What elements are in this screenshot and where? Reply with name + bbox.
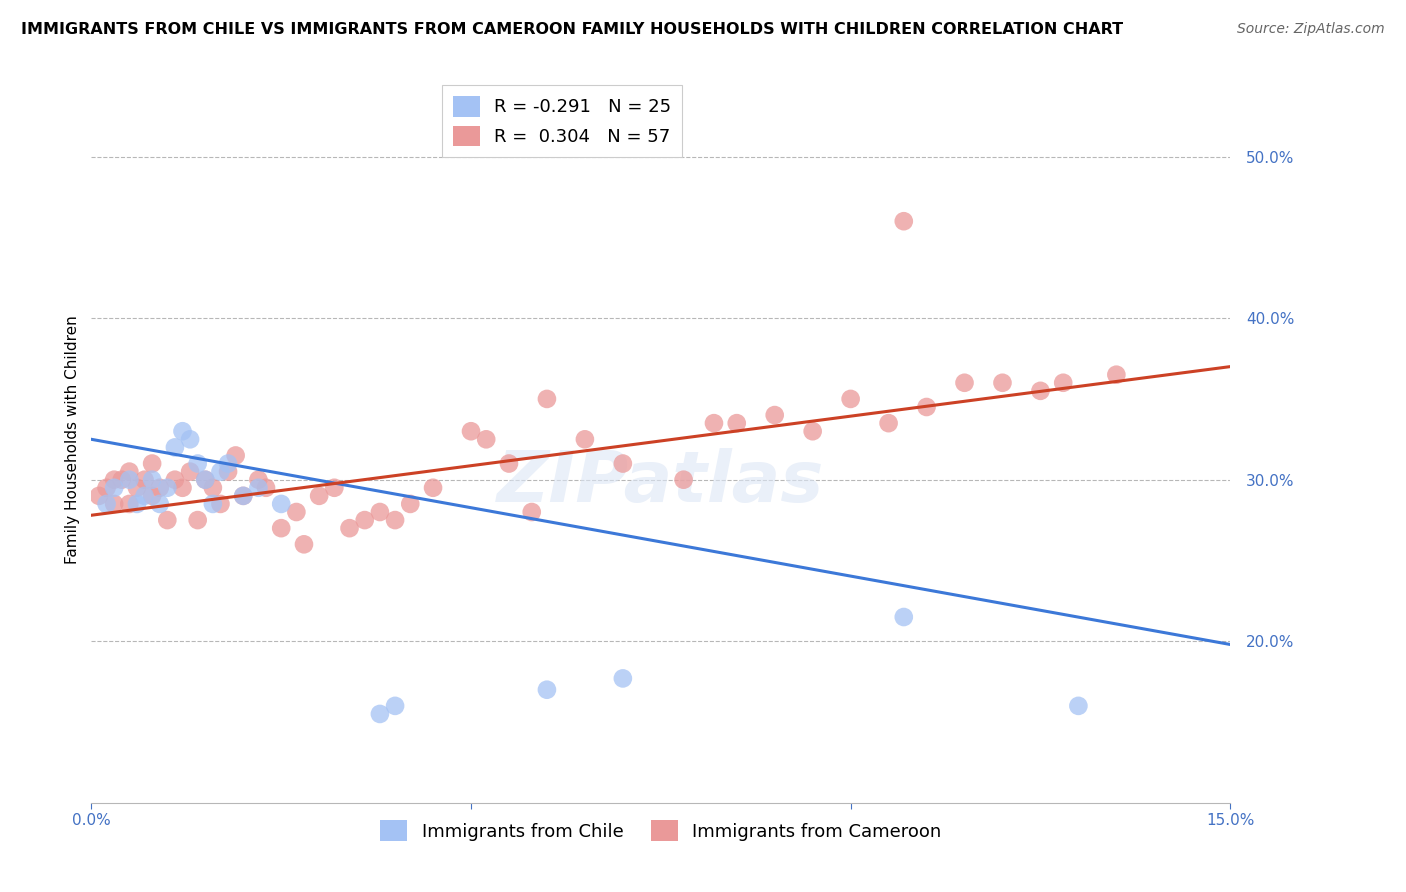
Point [292, 537, 315, 551]
Point [201, 497, 224, 511]
Point [247, 473, 270, 487]
Point [991, 376, 1014, 390]
Point [187, 457, 209, 471]
Point [893, 214, 915, 228]
Point [536, 682, 558, 697]
Point [141, 473, 163, 487]
Point [134, 489, 156, 503]
Point [87, 489, 110, 503]
Point [353, 513, 375, 527]
Point [254, 481, 277, 495]
Point [232, 489, 254, 503]
Point [217, 465, 239, 479]
Point [209, 497, 232, 511]
Point [125, 481, 148, 495]
Point [725, 416, 748, 430]
Point [612, 672, 634, 686]
Text: IMMIGRANTS FROM CHILE VS IMMIGRANTS FROM CAMEROON FAMILY HOUSEHOLDS WITH CHILDRE: IMMIGRANTS FROM CHILE VS IMMIGRANTS FROM… [21, 22, 1123, 37]
Point [217, 457, 239, 471]
Point [156, 513, 179, 527]
Point [209, 465, 232, 479]
Point [149, 497, 172, 511]
Point [574, 433, 596, 447]
Point [520, 505, 543, 519]
Point [384, 513, 406, 527]
Point [285, 505, 308, 519]
Point [194, 473, 217, 487]
Point [270, 521, 292, 535]
Point [134, 473, 156, 487]
Point [187, 513, 209, 527]
Point [460, 424, 482, 438]
Point [96, 481, 118, 495]
Point [323, 481, 346, 495]
Point [1052, 376, 1074, 390]
Point [172, 481, 194, 495]
Point [149, 481, 172, 495]
Point [179, 433, 201, 447]
Point [118, 473, 141, 487]
Legend: Immigrants from Chile, Immigrants from Cameroon: Immigrants from Chile, Immigrants from C… [373, 813, 949, 848]
Point [893, 610, 915, 624]
Point [368, 505, 391, 519]
Point [163, 473, 186, 487]
Point [384, 698, 406, 713]
Point [232, 489, 254, 503]
Point [111, 473, 134, 487]
Point [141, 457, 163, 471]
Point [194, 473, 217, 487]
Point [125, 497, 148, 511]
Point [156, 481, 179, 495]
Point [1029, 384, 1052, 398]
Point [103, 473, 125, 487]
Point [103, 497, 125, 511]
Point [201, 481, 224, 495]
Point [339, 521, 361, 535]
Point [163, 441, 186, 455]
Point [672, 473, 695, 487]
Point [1105, 368, 1128, 382]
Point [118, 465, 141, 479]
Text: ZIPatlas: ZIPatlas [498, 449, 824, 517]
Point [247, 481, 270, 495]
Point [225, 449, 247, 463]
Point [612, 457, 634, 471]
Point [915, 400, 938, 414]
Point [703, 416, 725, 430]
Point [399, 497, 422, 511]
Point [422, 481, 444, 495]
Point [96, 497, 118, 511]
Point [103, 481, 125, 495]
Text: Source: ZipAtlas.com: Source: ZipAtlas.com [1237, 22, 1385, 37]
Point [179, 465, 201, 479]
Point [839, 392, 862, 406]
Point [498, 457, 520, 471]
Point [172, 424, 194, 438]
Point [801, 424, 824, 438]
Point [763, 408, 786, 422]
Point [536, 392, 558, 406]
Point [270, 497, 292, 511]
Point [1067, 698, 1090, 713]
Point [953, 376, 976, 390]
Point [368, 706, 391, 721]
Point [308, 489, 330, 503]
Point [141, 489, 163, 503]
Y-axis label: Family Households with Children: Family Households with Children [65, 315, 80, 564]
Point [475, 433, 498, 447]
Point [118, 497, 141, 511]
Point [877, 416, 900, 430]
